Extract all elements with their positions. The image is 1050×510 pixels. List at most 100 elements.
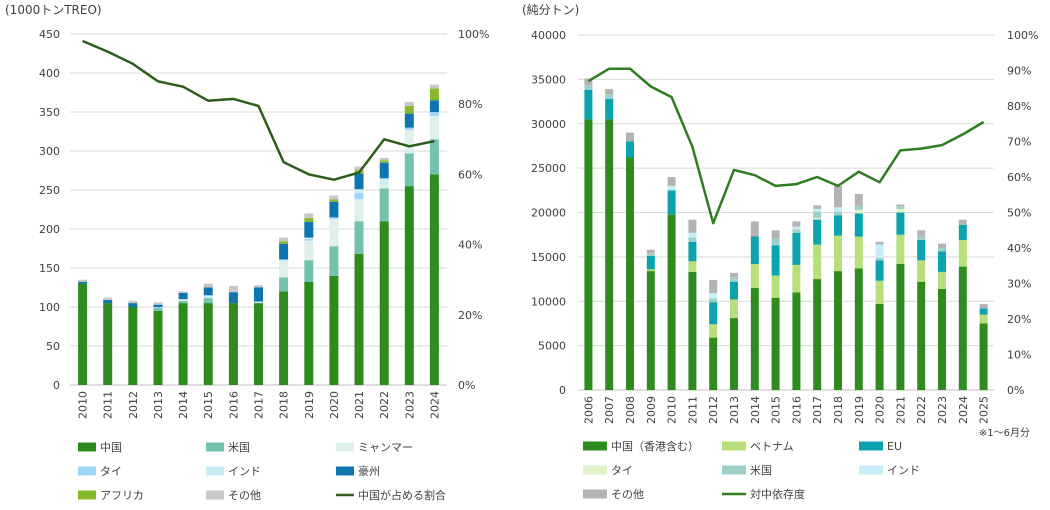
right-x-tick-label: 2021	[894, 396, 907, 424]
left-bar-segment	[379, 184, 389, 189]
right-bar-segment	[958, 266, 967, 390]
left-bar-segment	[203, 295, 213, 298]
left-bar-segment	[153, 304, 163, 307]
left-bar-segment	[354, 254, 364, 385]
left-legend-label: インド	[228, 465, 261, 478]
right-legend-label: 対中依存度	[750, 487, 805, 501]
right-chart-note: ※1～6月分	[979, 427, 1030, 439]
right-bar-segment	[917, 260, 926, 282]
left-share-line	[82, 39, 435, 181]
right-bar-segment	[730, 299, 738, 319]
right-bar-segment	[958, 224, 967, 240]
right-bar-segment	[854, 268, 863, 390]
right-bar-segment	[605, 98, 614, 120]
right-bar-segment	[709, 324, 718, 338]
left-bar-segment	[153, 302, 163, 305]
right-y-tick-label: 5000	[538, 340, 566, 353]
right-bar-segment	[709, 302, 718, 325]
right-bar-segment	[854, 213, 863, 237]
right-bar-segment	[854, 209, 863, 214]
right-x-tick-label: 2009	[645, 396, 658, 424]
right-bar-segment	[938, 243, 946, 248]
right-bar-segment	[646, 249, 655, 254]
left-legend-label: その他	[228, 489, 261, 502]
right-bar-segment	[688, 219, 697, 233]
right-legend-swatch	[722, 465, 746, 475]
left-bar-segment	[178, 303, 188, 385]
left-y2-tick-label: 80%	[458, 98, 482, 111]
left-bar-segment	[379, 221, 389, 385]
right-bar-segment	[854, 236, 863, 269]
left-bar-segment	[103, 300, 113, 304]
left-bar-segment	[354, 173, 364, 190]
right-y2-tick-label: 20%	[1007, 313, 1031, 326]
right-bar-segment	[896, 208, 905, 213]
right-bar-segment	[813, 211, 822, 218]
right-y-tick-label: 15000	[531, 251, 566, 264]
left-bar-segment	[254, 303, 263, 385]
left-y-tick-label: 50	[46, 340, 60, 353]
left-bar-segment	[178, 293, 188, 300]
right-bar-segment	[605, 89, 614, 95]
right-bar-segment	[917, 281, 926, 390]
right-bar-segment	[709, 337, 718, 390]
right-y2-tick-label: 0%	[1007, 384, 1024, 397]
right-bar-segment	[771, 275, 780, 298]
right-bar-segment	[667, 214, 676, 390]
left-bar-segment	[329, 201, 339, 218]
right-y2-tick-label: 30%	[1007, 278, 1031, 291]
right-legend-label: EU	[887, 440, 902, 453]
right-bar-segment	[938, 288, 946, 390]
right-legend-swatch	[583, 441, 607, 451]
left-y-tick-label: 250	[39, 184, 60, 197]
left-x-tick-label: 2019	[303, 391, 316, 419]
left-legend-swatch	[336, 442, 354, 452]
right-bar-segment	[875, 241, 884, 245]
left-bar-segment	[329, 217, 339, 219]
left-legend-swatch	[206, 442, 224, 452]
left-y2-tick-label: 40%	[458, 239, 482, 252]
left-legend-label: アフリカ	[100, 489, 144, 502]
left-bar-segment	[78, 283, 88, 385]
right-bar-segment	[771, 238, 780, 246]
left-legend-label: ミャンマー	[358, 441, 413, 454]
left-legend-label: タイ	[100, 465, 122, 478]
right-bar-segment	[771, 245, 780, 276]
right-bar-segment	[896, 212, 905, 235]
right-bar-segment	[938, 272, 946, 289]
left-y2-tick-label: 60%	[458, 168, 482, 181]
right-bar-segment	[730, 281, 738, 300]
left-bar-segment	[203, 287, 213, 296]
left-x-tick-label: 2022	[378, 391, 391, 419]
left-bar-segment	[304, 260, 314, 282]
left-legend-label: 豪州	[358, 464, 380, 478]
right-x-tick-label: 2006	[582, 396, 595, 424]
left-bar-segment	[279, 260, 289, 278]
right-bar-segment	[854, 205, 863, 210]
right-bar-segment	[667, 177, 676, 186]
right-bar-segment	[938, 251, 946, 272]
right-bar-segment	[750, 236, 759, 264]
left-bar-segment	[178, 291, 188, 293]
left-bar-segment	[429, 88, 439, 101]
left-bar-segment	[304, 222, 314, 238]
right-share-line	[587, 67, 985, 225]
left-bar-segment	[429, 174, 439, 385]
left-bar-segment	[404, 105, 414, 114]
right-bar-segment	[584, 90, 593, 120]
right-x-tick-label: 2012	[707, 396, 720, 424]
left-bar-segment	[379, 158, 389, 161]
right-bar-segment	[792, 232, 801, 265]
right-bar-segment	[730, 318, 738, 390]
right-bar-segment	[979, 323, 988, 390]
left-y-tick-label: 100	[39, 301, 60, 314]
right-bar-segment	[896, 206, 905, 209]
right-y-tick-label: 10000	[531, 295, 566, 308]
right-bar-segment	[688, 272, 697, 390]
right-bar-segment	[834, 207, 842, 212]
left-y-axis-title: (1000トンTREO)	[5, 3, 102, 17]
right-x-tick-label: 2017	[811, 396, 824, 424]
right-y-tick-label: 0	[559, 384, 566, 397]
right-x-tick-label: 2011	[686, 396, 699, 424]
left-bar-segment	[254, 301, 263, 304]
